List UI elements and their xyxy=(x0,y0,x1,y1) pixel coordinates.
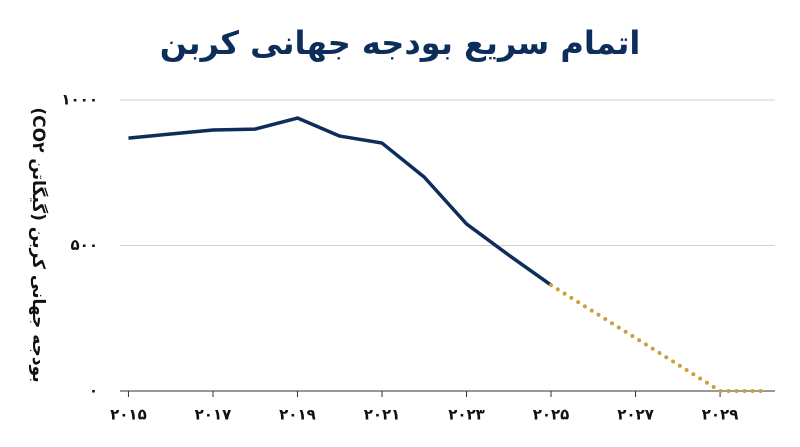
series-line xyxy=(549,283,765,393)
x-tick-label: ۲۰۱۵ xyxy=(110,406,147,424)
x-tick-label: ۲۰۲۷ xyxy=(617,406,654,424)
x-tick-label: ۲۰۲۱ xyxy=(364,406,401,424)
y-tick-label: ۱۰۰۰ xyxy=(61,91,98,109)
y-axis-label: بودجه جهانی کربن (گیگاتن CO۲) xyxy=(28,107,49,382)
series-line xyxy=(128,116,553,287)
y-tick-label: ۵۰۰ xyxy=(71,236,98,254)
x-tick-label: ۲۰۱۹ xyxy=(279,406,316,424)
x-tick-label: ۲۰۲۹ xyxy=(702,406,739,424)
x-tick-label: ۲۰۲۵ xyxy=(533,406,570,424)
x-tick-label: ۲۰۱۷ xyxy=(195,406,232,424)
chart-title: اتمام سریع بودجه جهانی کربن xyxy=(160,24,641,62)
y-tick-label: ۰ xyxy=(89,382,98,400)
x-tick-label: ۲۰۲۳ xyxy=(448,406,485,424)
